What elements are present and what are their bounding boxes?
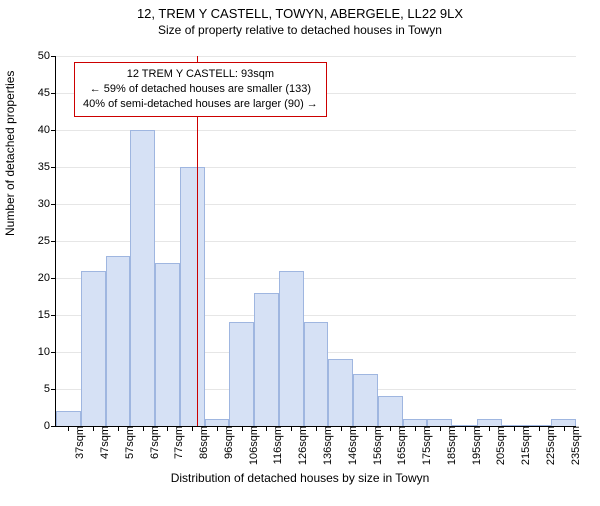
bar xyxy=(477,419,502,426)
x-tick-label: 136sqm xyxy=(316,426,334,465)
bar xyxy=(378,396,403,426)
bar xyxy=(304,322,329,426)
y-axis-label: Number of detached properties xyxy=(3,71,17,236)
x-tick-label: 106sqm xyxy=(242,426,260,465)
bar xyxy=(279,271,304,426)
bar xyxy=(81,271,106,426)
y-tick-label: 25 xyxy=(38,235,56,247)
bar xyxy=(155,263,180,426)
bar xyxy=(205,419,230,426)
x-tick-label: 175sqm xyxy=(415,426,433,465)
y-tick-label: 0 xyxy=(44,420,56,432)
x-tick-label: 225sqm xyxy=(539,426,557,465)
y-tick-label: 40 xyxy=(38,124,56,136)
x-tick-label: 195sqm xyxy=(465,426,483,465)
x-tick-label: 67sqm xyxy=(143,426,161,459)
x-tick-label: 185sqm xyxy=(440,426,458,465)
x-tick-label: 156sqm xyxy=(366,426,384,465)
chart-title-sub: Size of property relative to detached ho… xyxy=(0,23,600,37)
x-tick-label: 205sqm xyxy=(489,426,507,465)
y-tick-label: 35 xyxy=(38,161,56,173)
x-tick-label: 235sqm xyxy=(564,426,582,465)
bar xyxy=(229,322,254,426)
x-tick-label: 126sqm xyxy=(291,426,309,465)
y-tick-label: 50 xyxy=(38,50,56,62)
chart-plot-area: 0510152025303540455037sqm47sqm57sqm67sqm… xyxy=(55,56,576,427)
chart-title-main: 12, TREM Y CASTELL, TOWYN, ABERGELE, LL2… xyxy=(0,6,600,21)
x-tick-label: 37sqm xyxy=(68,426,86,459)
x-tick-label: 215sqm xyxy=(514,426,532,465)
bar xyxy=(353,374,378,426)
x-tick-label: 86sqm xyxy=(192,426,210,459)
bar xyxy=(106,256,131,426)
reference-info-line: ← 59% of detached houses are smaller (13… xyxy=(83,82,318,97)
reference-info-line: 40% of semi-detached houses are larger (… xyxy=(83,97,318,112)
y-tick-label: 30 xyxy=(38,198,56,210)
bar xyxy=(130,130,155,426)
x-tick-label: 77sqm xyxy=(167,426,185,459)
x-tick-label: 146sqm xyxy=(341,426,359,465)
bar xyxy=(551,419,576,426)
x-tick-label: 116sqm xyxy=(266,426,284,464)
reference-info-line: 12 TREM Y CASTELL: 93sqm xyxy=(83,67,318,82)
bar xyxy=(254,293,279,426)
reference-info-box: 12 TREM Y CASTELL: 93sqm← 59% of detache… xyxy=(74,62,327,117)
grid-line xyxy=(56,56,576,57)
y-tick-label: 10 xyxy=(38,346,56,358)
y-tick-label: 5 xyxy=(44,383,56,395)
bar xyxy=(328,359,353,426)
x-tick-label: 96sqm xyxy=(217,426,235,459)
x-axis-label: Distribution of detached houses by size … xyxy=(0,471,600,485)
x-tick-label: 47sqm xyxy=(93,426,111,459)
x-tick-label: 165sqm xyxy=(390,426,408,465)
y-tick-label: 15 xyxy=(38,309,56,321)
bar xyxy=(56,411,81,426)
bar xyxy=(427,419,452,426)
y-tick-label: 45 xyxy=(38,87,56,99)
bar xyxy=(180,167,205,426)
bar xyxy=(403,419,428,426)
x-tick-label: 57sqm xyxy=(118,426,136,459)
y-tick-label: 20 xyxy=(38,272,56,284)
